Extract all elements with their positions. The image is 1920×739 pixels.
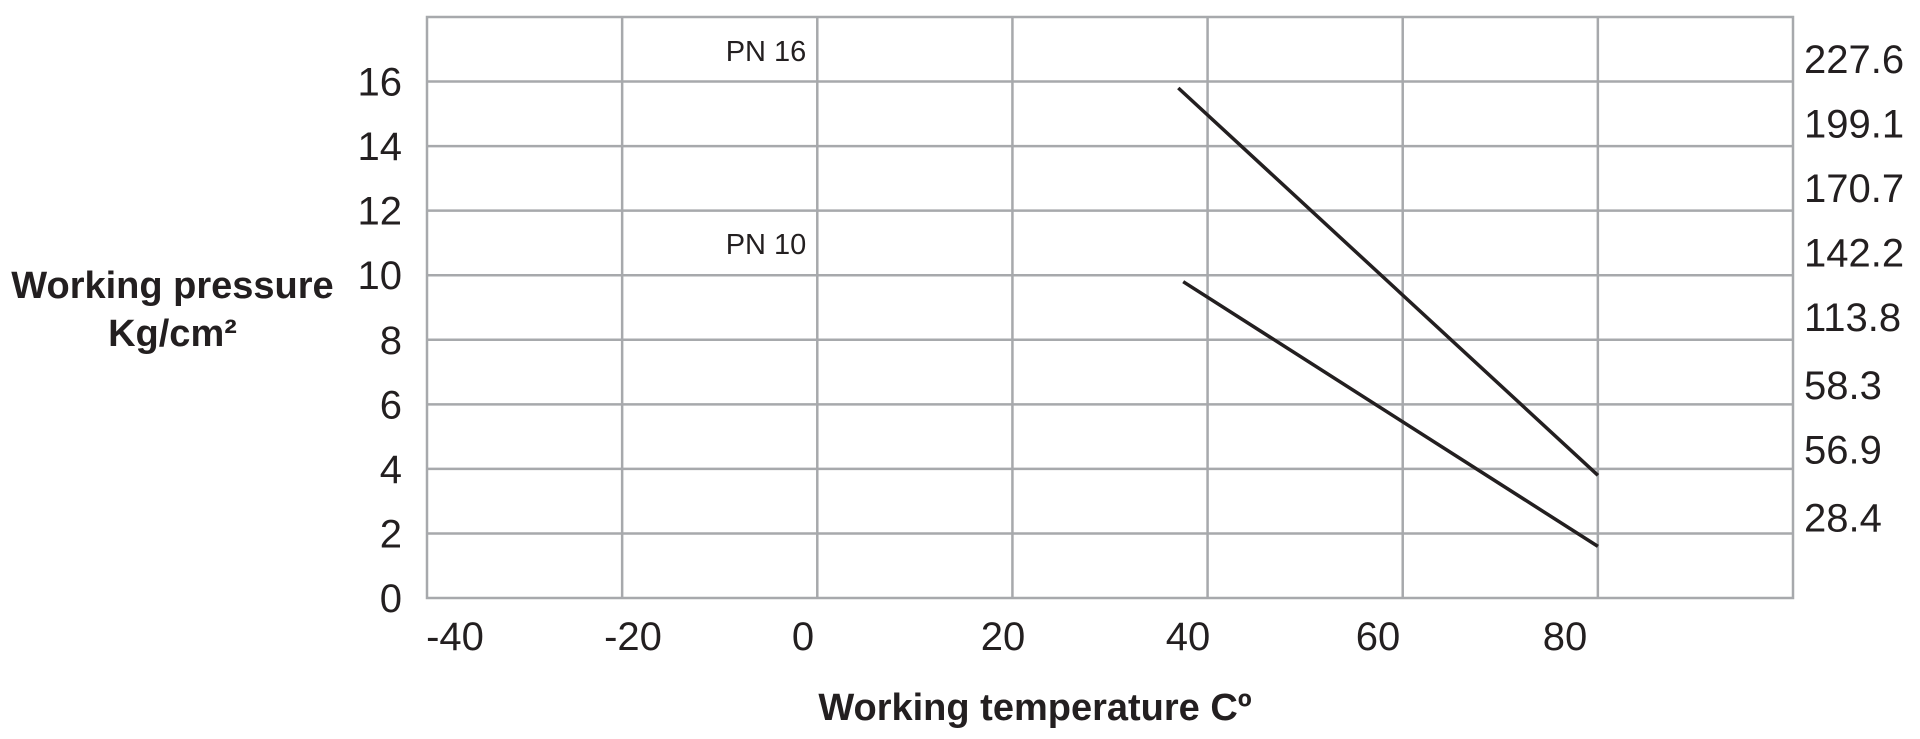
y-tick-label: 6 xyxy=(380,383,402,427)
x-tick-label: -20 xyxy=(604,615,662,659)
x-axis-tick-labels: -40 -20 0 20 40 60 80 xyxy=(426,615,1587,659)
y-tick-label: 0 xyxy=(380,577,402,621)
y-tick-label: 2 xyxy=(380,512,402,556)
right-tick-label: 227.6 xyxy=(1804,38,1904,82)
right-tick-label: 142.2 xyxy=(1804,232,1904,276)
series-line-pn-10 xyxy=(1182,280,1599,548)
right-tick-label: 56.9 xyxy=(1804,429,1882,473)
x-tick-label: 40 xyxy=(1166,615,1211,659)
right-tick-label: 28.4 xyxy=(1804,496,1882,540)
y-axis-unit: Kg/cm² xyxy=(108,313,237,355)
right-tick-label: 170.7 xyxy=(1804,167,1904,211)
right-axis-tick-labels: 227.6 199.1 170.7 142.2 113.8 58.3 56.9 28.4 xyxy=(1804,38,1904,540)
y-tick-label: 4 xyxy=(380,448,402,492)
plot-area-frame xyxy=(425,15,1795,600)
series-label: PN 16 xyxy=(726,36,807,68)
right-tick-label: 113.8 xyxy=(1804,296,1901,340)
right-tick-label: 58.3 xyxy=(1804,364,1882,408)
x-tick-label: 60 xyxy=(1356,615,1401,659)
x-tick-label: 20 xyxy=(981,615,1026,659)
y-axis-label: Working pressure xyxy=(11,265,334,307)
horizontal-gridlines xyxy=(427,80,1793,535)
right-tick-label: 199.1 xyxy=(1804,103,1904,147)
x-tick-label: 0 xyxy=(792,615,814,659)
y-tick-label: 16 xyxy=(358,61,403,105)
y-axis-tick-labels: 0 2 4 6 8 10 12 14 16 xyxy=(358,61,403,621)
x-axis-label: Working temperature Cº xyxy=(818,687,1252,729)
x-tick-label: 80 xyxy=(1543,615,1588,659)
y-tick-label: 8 xyxy=(380,319,402,363)
y-axis-title: Working pressure Kg/cm² xyxy=(0,262,345,358)
series-labels: PN 16 PN 10 xyxy=(726,36,807,261)
y-tick-label: 12 xyxy=(358,190,403,234)
vertical-gridlines xyxy=(620,17,1600,598)
x-axis-title: Working temperature Cº xyxy=(0,684,1920,732)
y-tick-label: 14 xyxy=(358,125,403,169)
x-tick-label: -40 xyxy=(426,615,484,659)
series-label: PN 10 xyxy=(726,229,807,261)
series-line-pn-16 xyxy=(1177,86,1600,477)
data-series xyxy=(1177,86,1600,548)
y-tick-label: 10 xyxy=(358,254,403,298)
